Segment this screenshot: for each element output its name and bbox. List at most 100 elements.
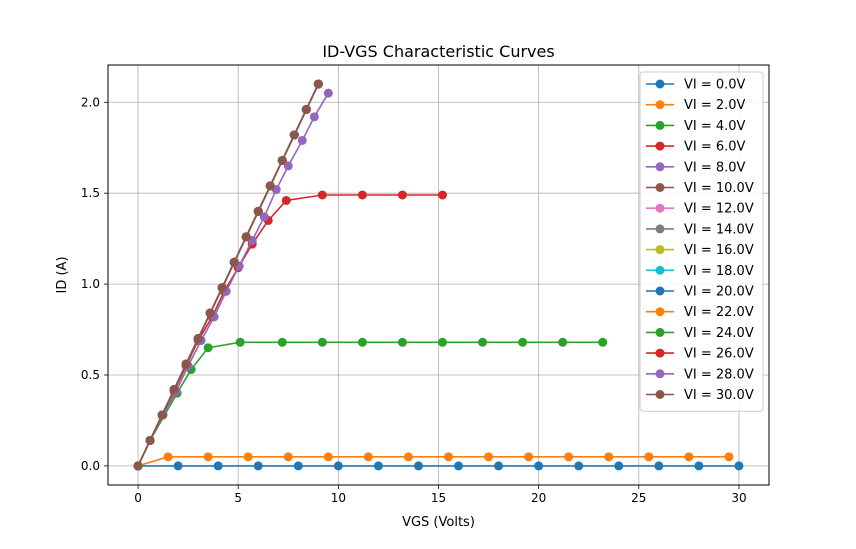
data-point: [203, 343, 213, 353]
data-point: [309, 112, 319, 122]
data-point: [403, 452, 413, 462]
data-point: [259, 212, 269, 222]
data-point: [494, 461, 504, 471]
data-point: [438, 190, 448, 200]
data-point: [454, 461, 464, 471]
x-axis-label: VGS (Volts): [402, 515, 475, 530]
series-line: [137, 83, 320, 467]
chart-title: ID-VGS Characteristic Curves: [322, 42, 554, 61]
legend-label: VI = 26.0V: [684, 347, 754, 362]
legend-item: VI = 16.0V: [646, 243, 754, 258]
data-point: [145, 435, 155, 445]
series-15: [133, 79, 323, 471]
legend-swatch-marker: [655, 141, 665, 151]
data-point: [265, 181, 275, 191]
data-point: [213, 461, 223, 471]
legend-box: [639, 71, 764, 412]
data-point: [333, 461, 343, 471]
data-point: [241, 232, 251, 242]
legend-label: VI = 24.0V: [684, 326, 754, 341]
x-tick-label: 0: [134, 491, 142, 505]
legend-swatch-marker: [655, 390, 665, 399]
data-point: [444, 452, 454, 462]
x-tick-label: 10: [331, 491, 346, 505]
x-tick-label: 20: [531, 491, 546, 505]
y-axis-label: ID (A): [55, 256, 70, 293]
data-point: [297, 135, 307, 145]
data-point: [604, 452, 614, 462]
y-tick-label: 0.0: [81, 459, 100, 473]
legend-swatch-marker: [655, 162, 665, 172]
legend-label: VI = 30.0V: [684, 388, 754, 403]
legend-label: VI = 22.0V: [684, 305, 754, 320]
data-point: [173, 461, 183, 471]
axis-ticks: 0 5 10 15 20 25 30 0.0 0.5 1.0 1.5 2.0: [81, 95, 747, 505]
data-point: [193, 334, 203, 344]
data-point: [413, 461, 423, 471]
legend-item: VI = 6.0V: [646, 140, 746, 155]
legend-label: VI = 6.0V: [684, 140, 746, 155]
legend-swatch-marker: [655, 224, 665, 234]
legend-swatch-marker: [655, 79, 665, 89]
data-point: [524, 452, 534, 462]
x-tick-label: 15: [431, 491, 446, 505]
data-point: [478, 337, 488, 347]
legend-item: VI = 26.0V: [646, 347, 754, 362]
series-line: [137, 92, 330, 467]
data-point: [558, 337, 568, 347]
data-point: [534, 461, 544, 471]
legend: VI = 0.0V VI = 2.0V VI = 4.0V VI = 6.0V VI =…: [639, 71, 764, 412]
legend-item: VI = 4.0V: [646, 119, 746, 134]
data-point: [243, 452, 253, 462]
legend-item: VI = 10.0V: [646, 181, 754, 196]
data-point: [644, 452, 654, 462]
legend-item: VI = 22.0V: [646, 305, 754, 320]
x-tick-label: 30: [731, 491, 746, 505]
legend-item: VI = 2.0V: [646, 98, 746, 113]
data-point: [283, 452, 293, 462]
legend-item: VI = 30.0V: [646, 388, 754, 403]
y-tick-label: 1.5: [81, 186, 100, 200]
legend-item: VI = 28.0V: [646, 367, 754, 382]
data-point: [317, 190, 327, 200]
data-point: [438, 337, 448, 347]
data-point: [734, 461, 744, 471]
data-point: [323, 88, 333, 98]
data-point: [277, 155, 287, 165]
legend-swatch-marker: [655, 203, 665, 213]
legend-item: VI = 8.0V: [646, 160, 746, 175]
y-tick-label: 0.5: [81, 368, 100, 382]
data-point: [323, 452, 333, 462]
data-point: [397, 337, 407, 347]
data-point: [281, 195, 291, 205]
data-point: [694, 461, 704, 471]
data-point: [317, 337, 327, 347]
legend-label: VI = 12.0V: [684, 202, 754, 217]
legend-swatch-marker: [655, 307, 665, 317]
data-point: [289, 130, 299, 140]
series-line: [137, 456, 729, 467]
legend-label: VI = 16.0V: [684, 243, 754, 258]
data-point: [253, 206, 263, 216]
data-point: [301, 105, 311, 115]
data-point: [564, 452, 574, 462]
data-point: [357, 337, 367, 347]
data-point: [217, 283, 227, 293]
data-point: [724, 452, 734, 462]
data-point: [277, 337, 287, 347]
data-point: [283, 161, 293, 171]
legend-label: VI = 28.0V: [684, 367, 754, 382]
legend-item: VI = 20.0V: [646, 285, 754, 300]
data-point: [484, 452, 494, 462]
data-point: [157, 410, 167, 420]
data-point: [357, 190, 367, 200]
legend-item: VI = 0.0V: [646, 78, 746, 93]
data-point: [373, 461, 383, 471]
legend-label: VI = 2.0V: [684, 98, 746, 113]
y-tick-label: 2.0: [81, 95, 100, 109]
legend-swatch-marker: [655, 327, 665, 337]
data-point: [518, 337, 528, 347]
x-tick-label: 25: [631, 491, 646, 505]
x-tick-label: 5: [234, 491, 242, 505]
data-point: [169, 385, 179, 395]
